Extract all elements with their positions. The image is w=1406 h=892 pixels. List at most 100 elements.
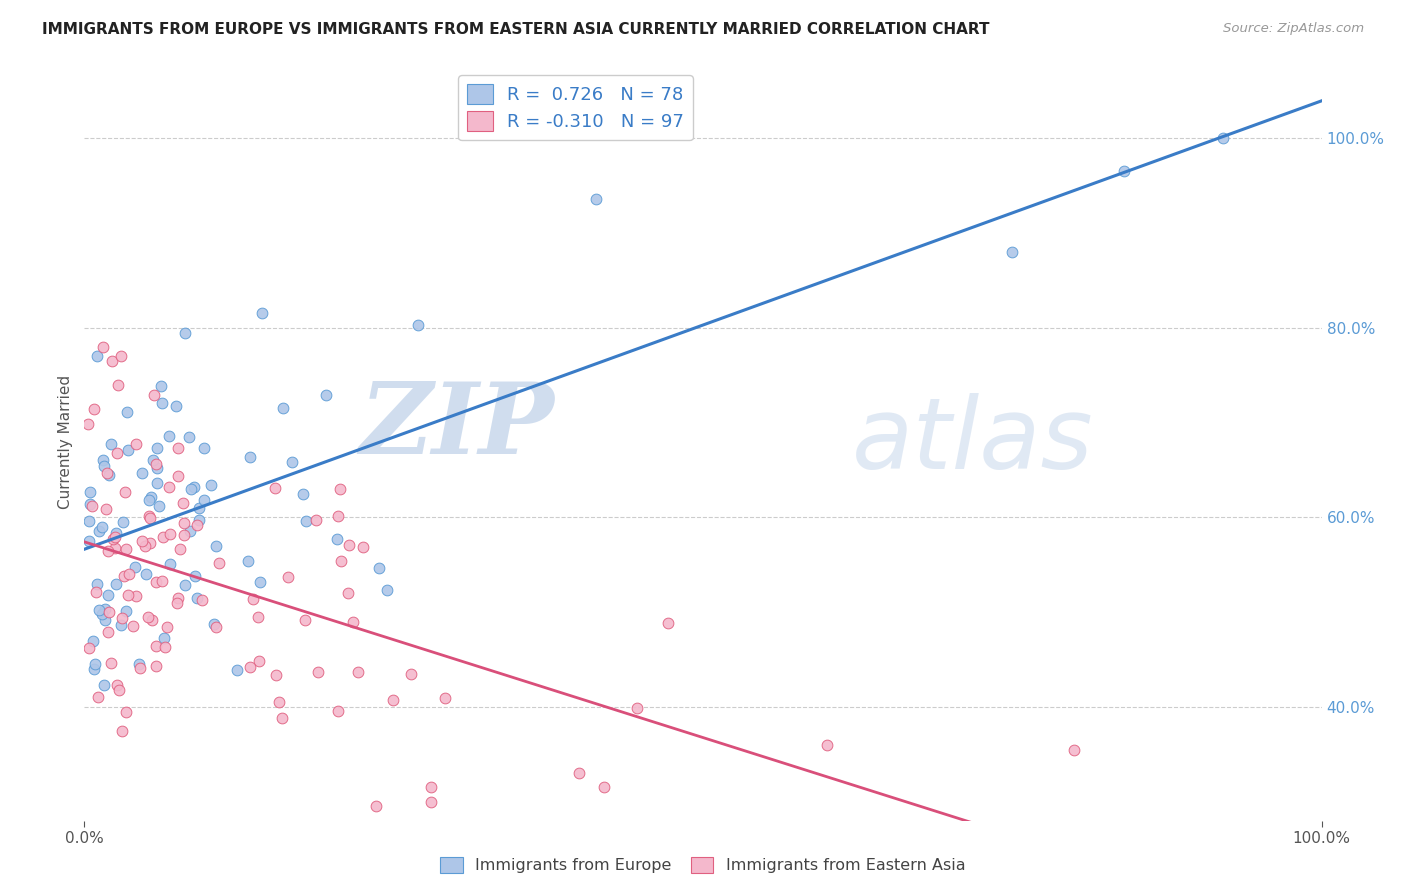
- Point: [1063, 742, 1085, 756]
- Point: [247, 610, 270, 624]
- Point: [112, 568, 135, 582]
- Y-axis label: Currently Married: Currently Married: [58, 375, 73, 508]
- Text: ZIP: ZIP: [360, 378, 554, 475]
- Point: [150, 396, 173, 410]
- Point: [159, 526, 181, 541]
- Point: [138, 492, 160, 507]
- Point: [173, 528, 195, 542]
- Point: [82, 634, 104, 648]
- Point: [1001, 245, 1024, 260]
- Point: [125, 589, 148, 603]
- Point: [135, 567, 157, 582]
- Point: [105, 577, 128, 591]
- Point: [131, 467, 153, 481]
- Point: [97, 544, 120, 558]
- Point: [87, 524, 110, 538]
- Point: [93, 459, 115, 474]
- Point: [110, 618, 132, 632]
- Point: [271, 711, 294, 725]
- Point: [145, 476, 167, 491]
- Point: [337, 538, 360, 552]
- Point: [153, 631, 176, 645]
- Point: [139, 511, 162, 525]
- Point: [183, 480, 205, 494]
- Point: [148, 500, 170, 514]
- Point: [125, 436, 148, 450]
- Point: [77, 514, 100, 528]
- Point: [105, 525, 128, 540]
- Text: atlas: atlas: [852, 393, 1092, 490]
- Legend: R =  0.726   N = 78, R = -0.310   N = 97: R = 0.726 N = 78, R = -0.310 N = 97: [458, 75, 693, 140]
- Point: [342, 615, 364, 629]
- Point: [104, 541, 127, 555]
- Point: [179, 524, 201, 538]
- Point: [77, 533, 100, 548]
- Point: [110, 349, 132, 363]
- Point: [184, 568, 207, 582]
- Point: [150, 574, 173, 589]
- Point: [156, 620, 179, 634]
- Point: [568, 766, 591, 780]
- Point: [101, 532, 124, 546]
- Point: [225, 664, 247, 678]
- Point: [98, 467, 121, 482]
- Point: [100, 354, 122, 368]
- Point: [157, 429, 180, 443]
- Point: [205, 620, 228, 634]
- Point: [97, 624, 120, 639]
- Point: [271, 401, 294, 415]
- Point: [153, 640, 176, 654]
- Point: [84, 657, 107, 672]
- Point: [117, 405, 139, 419]
- Point: [105, 446, 128, 460]
- Point: [124, 560, 146, 574]
- Point: [159, 557, 181, 571]
- Point: [264, 481, 287, 495]
- Point: [180, 482, 202, 496]
- Point: [118, 566, 141, 581]
- Point: [145, 659, 167, 673]
- Point: [249, 575, 271, 590]
- Point: [315, 388, 337, 402]
- Point: [193, 492, 215, 507]
- Point: [97, 588, 120, 602]
- Point: [626, 701, 648, 715]
- Legend: Immigrants from Europe, Immigrants from Eastern Asia: Immigrants from Europe, Immigrants from …: [434, 850, 972, 880]
- Point: [281, 455, 304, 469]
- Point: [105, 678, 128, 692]
- Point: [108, 682, 131, 697]
- Point: [83, 662, 105, 676]
- Point: [202, 616, 225, 631]
- Point: [330, 554, 353, 568]
- Point: [336, 586, 359, 600]
- Point: [149, 379, 172, 393]
- Point: [128, 657, 150, 672]
- Point: [146, 460, 169, 475]
- Point: [111, 723, 134, 738]
- Point: [236, 554, 259, 568]
- Point: [406, 318, 429, 332]
- Point: [143, 388, 166, 402]
- Point: [139, 536, 162, 550]
- Point: [157, 480, 180, 494]
- Point: [239, 450, 262, 465]
- Point: [94, 613, 117, 627]
- Point: [208, 556, 231, 570]
- Point: [87, 603, 110, 617]
- Point: [112, 516, 135, 530]
- Point: [114, 705, 136, 719]
- Point: [96, 467, 118, 481]
- Text: IMMIGRANTS FROM EUROPE VS IMMIGRANTS FROM EASTERN ASIA CURRENTLY MARRIED CORRELA: IMMIGRANTS FROM EUROPE VS IMMIGRANTS FRO…: [42, 22, 990, 37]
- Point: [292, 487, 315, 501]
- Point: [381, 693, 404, 707]
- Point: [79, 485, 101, 500]
- Point: [434, 691, 457, 706]
- Point: [173, 516, 195, 530]
- Point: [145, 457, 167, 471]
- Point: [375, 582, 398, 597]
- Point: [169, 542, 191, 557]
- Point: [117, 588, 139, 602]
- Point: [97, 605, 120, 619]
- Point: [247, 653, 270, 667]
- Point: [1112, 164, 1135, 178]
